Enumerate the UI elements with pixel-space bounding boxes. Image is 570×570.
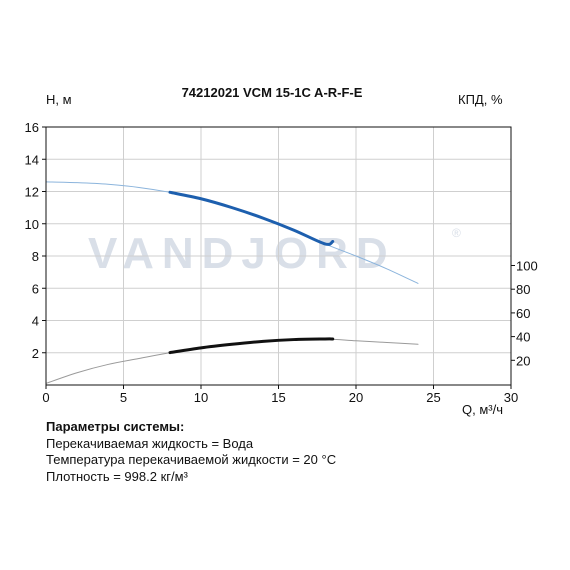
pump-curve-chart: VANDJORD ® 0 5 10 15 20 25 30 2 4 6 8 10 12 14 16 20 40 6…	[25, 85, 538, 417]
y2-tick-label: 100	[516, 259, 538, 274]
param-liquid: Перекачиваемая жидкость = Вода	[46, 435, 254, 451]
y2-tick-label: 20	[516, 353, 530, 368]
y-tick-label: 6	[32, 281, 39, 296]
y-tick-label: 16	[25, 120, 39, 135]
y2-tick-label: 40	[516, 330, 530, 345]
x-tick-label: 15	[271, 390, 285, 405]
y2-tick-label: 80	[516, 282, 530, 297]
axes: 0 5 10 15 20 25 30 2 4 6 8 10 12 14 16 20 40 60 80 100	[25, 120, 538, 405]
efficiency-curve-operating	[168, 337, 335, 355]
chart-title: 74212021 VCM 15-1C A-R-F-E	[182, 85, 363, 100]
y2-axis-label: КПД, %	[458, 92, 503, 107]
x-tick-label: 25	[426, 390, 440, 405]
registered-mark: ®	[452, 226, 461, 240]
x-tick-label: 0	[42, 390, 49, 405]
y-axis-label: H, м	[46, 92, 72, 107]
param-temperature: Температура перекачиваемой жидкости = 20…	[46, 452, 337, 467]
y-tick-label: 14	[25, 152, 39, 167]
watermark: VANDJORD ®	[88, 226, 461, 278]
x-tick-label: 20	[349, 390, 363, 405]
grid	[45, 126, 512, 385]
params-header: Параметры системы:	[46, 419, 185, 434]
x-tick-label: 10	[194, 390, 208, 405]
y-tick-label: 2	[32, 346, 39, 361]
x-tick-label: 30	[504, 390, 518, 405]
x-axis-label: Q, м³/ч	[462, 402, 503, 417]
x-tick-label: 5	[120, 390, 127, 405]
series-group	[45, 181, 419, 384]
head-curve-operating	[168, 190, 335, 246]
watermark-text: VANDJORD	[88, 229, 396, 278]
y-tick-label: 10	[25, 217, 39, 232]
y-tick-label: 8	[32, 249, 39, 264]
y-tick-label: 12	[25, 185, 39, 200]
y2-tick-label: 60	[516, 306, 530, 321]
param-density: Плотность = 998.2 кг/м³	[46, 468, 188, 484]
y-tick-label: 4	[32, 314, 39, 329]
system-parameters: Параметры системы: Перекачиваемая жидкос…	[46, 419, 336, 485]
